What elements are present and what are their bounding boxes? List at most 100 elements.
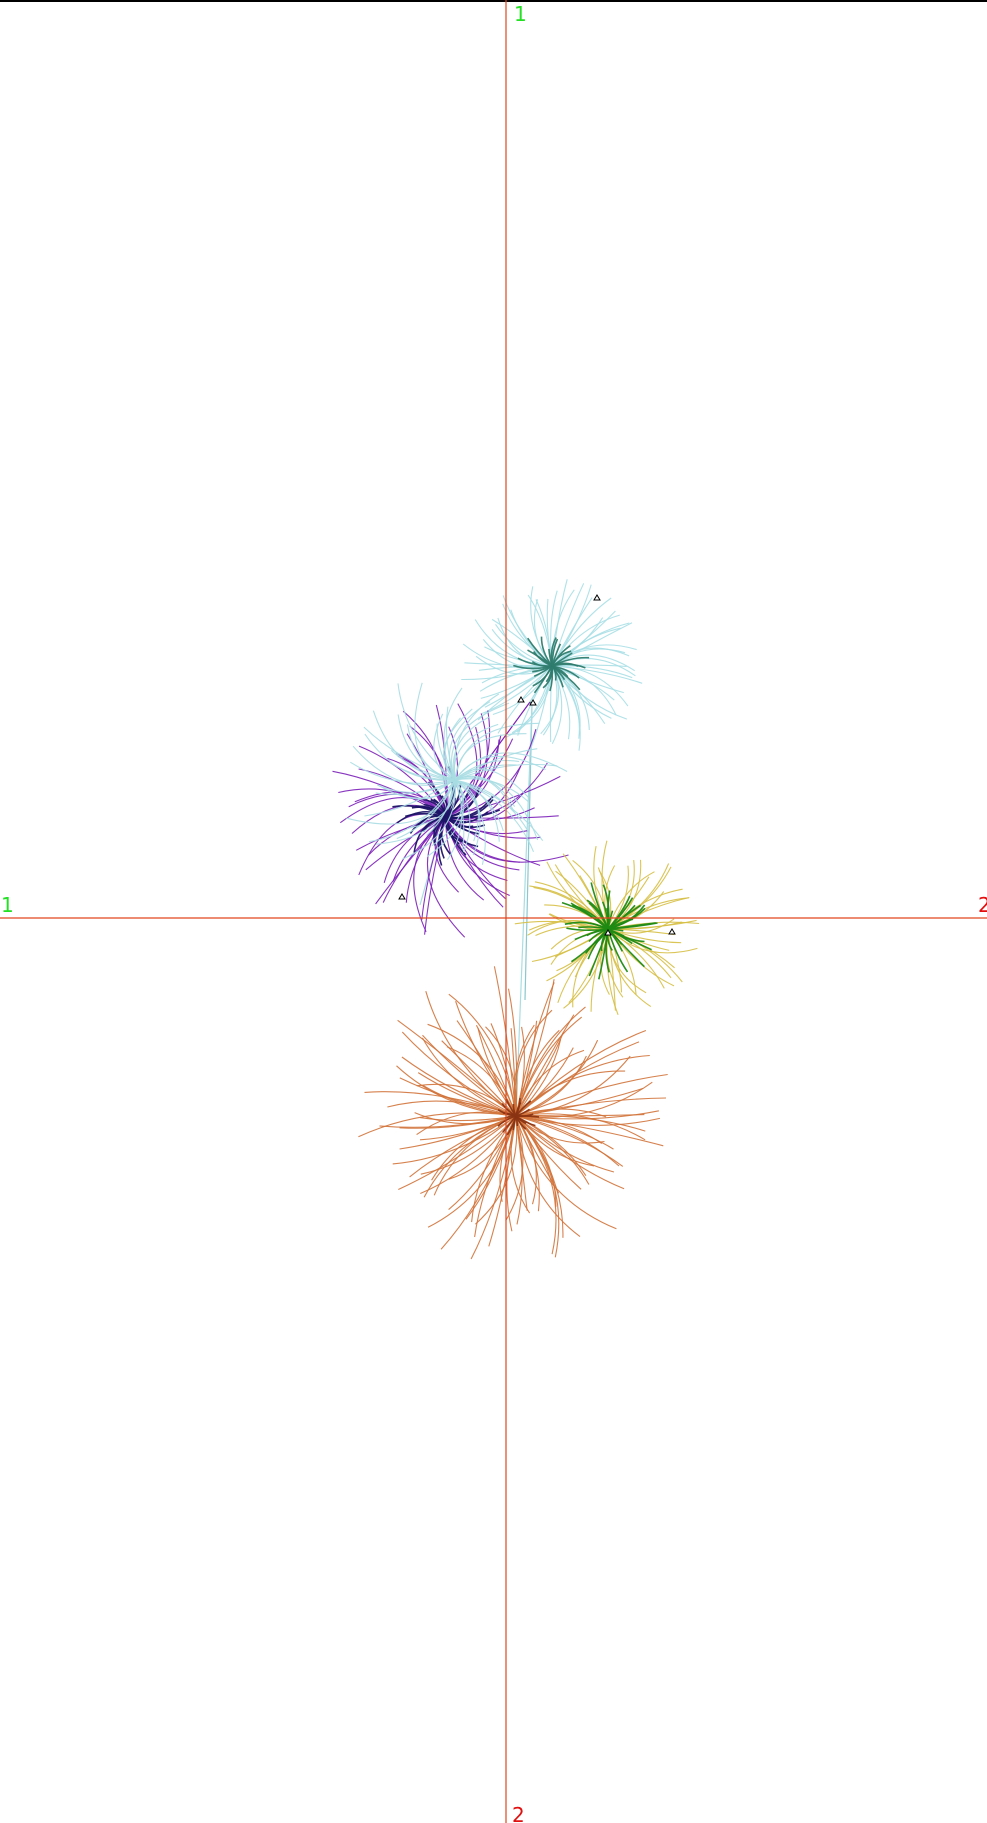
cluster-orange-strand: [515, 1049, 585, 1117]
cluster-cyan-strand: [377, 779, 456, 793]
cluster-orange-strand: [399, 1115, 517, 1150]
cluster-orange-strand: [414, 1112, 517, 1125]
cluster-yellow-strand: [607, 871, 655, 930]
cluster-teal-strand: [551, 665, 629, 707]
cluster-cyan-strand: [454, 764, 517, 781]
cluster-orange-strand: [515, 1070, 626, 1117]
cluster-cyan-strand: [346, 779, 456, 825]
cluster-orange-strand: [475, 1024, 517, 1117]
cluster-teal: [461, 579, 643, 751]
cluster-orange-strand: [425, 991, 517, 1117]
cluster-orange-strand: [399, 1077, 517, 1117]
cluster-orange-strand: [515, 1108, 607, 1118]
cluster-orange-strand: [515, 1115, 560, 1258]
cluster-yellow-strand: [570, 928, 609, 963]
axis-label-bottom: 2: [512, 1803, 525, 1823]
cluster-orange-strand: [502, 1115, 517, 1133]
cluster-purple-strand: [439, 816, 447, 859]
cluster-teal-strand: [497, 617, 553, 667]
cluster-teal-strand: [551, 647, 630, 667]
cluster-teal-strand: [551, 664, 627, 668]
cluster-orange-strand: [515, 1115, 661, 1126]
cluster-cyan-strand: [364, 779, 456, 817]
cluster-cyan-strand: [376, 779, 456, 845]
connector-line: [515, 704, 533, 1117]
cluster-cyan-strand: [442, 708, 473, 781]
cluster-orange-strand: [427, 1115, 517, 1228]
cluster-cyan-strand: [454, 759, 520, 781]
cluster-yellow-strand: [607, 910, 614, 930]
cluster-yellow-strand: [607, 928, 616, 1011]
cluster-orange-strand: [515, 1113, 534, 1117]
cluster-cyan-strand: [454, 752, 568, 781]
cluster-cyan-strand: [368, 779, 456, 843]
cluster-cyan-strand: [451, 702, 510, 781]
connector-line: [524, 704, 533, 1001]
cluster-teal-strand: [532, 665, 553, 687]
cluster-cyan-strand: [454, 779, 479, 842]
cluster-cyan-strand: [350, 761, 456, 785]
cluster-orange-strand: [514, 1009, 553, 1117]
cluster-cyan-strand: [454, 779, 486, 865]
cluster-orange-strand: [440, 1115, 517, 1250]
cluster-orange-strand: [515, 1115, 624, 1167]
axis-label-top: 1: [514, 2, 527, 26]
cluster-orange-strand: [515, 1100, 532, 1117]
cluster-cyan-strand: [396, 779, 456, 840]
node-marker: [593, 594, 601, 601]
cluster-orange-strand: [505, 1115, 524, 1221]
cluster-orange-strand: [515, 1041, 640, 1117]
cluster-purple-strand: [422, 816, 447, 832]
cluster-teal-strand: [531, 660, 553, 668]
cluster-yellow-strand: [607, 928, 624, 952]
cluster-cyan-strand: [372, 710, 456, 781]
cluster-orange-strand: [379, 1115, 517, 1128]
cluster-teal-strand: [495, 623, 553, 667]
cluster-orange-strand: [515, 1031, 565, 1117]
cluster-cyan-strand: [352, 745, 456, 786]
cluster-yellow-strand: [566, 927, 609, 932]
cluster-cyan-strand: [454, 722, 540, 781]
cluster-orange-strand: [515, 1115, 557, 1207]
cluster-purple-strand: [445, 809, 501, 819]
cluster-yellow-strand: [590, 882, 609, 930]
cluster-orange-strand: [515, 1110, 660, 1120]
cluster-cyan-strand: [414, 682, 456, 781]
cluster-orange-strand: [515, 1014, 575, 1117]
cluster-cyan-strand: [377, 779, 456, 800]
node-marker: [604, 929, 612, 936]
markers-layer: [398, 594, 676, 936]
cluster-cyan-strand: [454, 748, 538, 781]
cluster-orange-strand: [515, 1073, 668, 1117]
cluster-yellow-strand: [588, 928, 609, 977]
cluster-yellow: [514, 840, 700, 1016]
cluster-orange-strand: [507, 988, 518, 1117]
cluster-teal-strand: [551, 665, 581, 751]
cluster-teal-strand: [542, 665, 553, 689]
cluster-teal-strand: [540, 636, 553, 667]
cluster-purple-strand: [375, 816, 447, 905]
cluster-purple-strand: [445, 739, 500, 818]
cluster-cyan-strand: [426, 779, 465, 857]
cluster-cyan-strand: [454, 779, 530, 833]
cluster-cyan-strand: [454, 777, 539, 841]
cluster-orange-strand: [398, 1115, 517, 1190]
cluster-purple-strand: [434, 816, 459, 893]
cluster-orange-strand: [392, 1115, 517, 1165]
cluster-orange-strand: [401, 1056, 517, 1117]
cluster-orange: [358, 966, 668, 1260]
cluster-orange-strand: [510, 1028, 517, 1117]
cluster-purple-strand: [445, 816, 520, 863]
cluster-orange-strand: [515, 1054, 650, 1117]
cluster-teal-strand: [551, 662, 579, 667]
cluster-yellow-strand: [555, 870, 609, 930]
cluster-yellow-strand: [607, 928, 665, 989]
cluster-yellow-strand: [604, 865, 616, 930]
node-marker: [398, 893, 406, 900]
cluster-cyan: [346, 682, 568, 865]
cluster-purple-strand: [424, 816, 447, 935]
cluster-yellow-strand: [606, 890, 611, 930]
cluster-orange-strand: [422, 1034, 517, 1117]
cluster-orange-strand: [515, 1115, 664, 1147]
cluster-orange-strand: [475, 1115, 518, 1225]
